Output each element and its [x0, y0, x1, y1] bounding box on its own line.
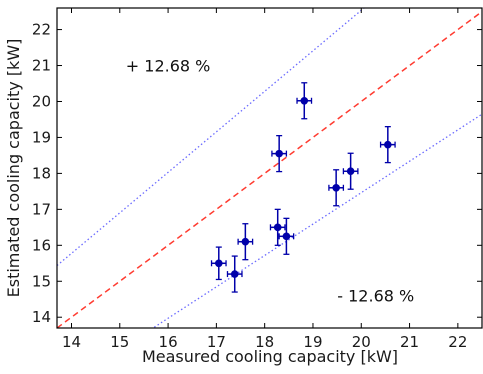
- data-point: [269, 208, 286, 246]
- upper-bound-line: [57, 8, 366, 267]
- y-tick-label: 15: [32, 272, 51, 290]
- y-tick-label: 19: [32, 128, 51, 146]
- x-tick-label: 22: [448, 333, 467, 351]
- x-axis-label: Measured cooling capacity [kW]: [142, 347, 398, 366]
- y-tick-label: 21: [32, 57, 51, 75]
- point-marker: [384, 140, 392, 149]
- upper-bound-annotation: + 12.68 %: [126, 57, 211, 76]
- x-tick-label: 16: [159, 333, 178, 351]
- data-points: [210, 82, 396, 293]
- lower-bound-annotation: - 12.68 %: [337, 287, 414, 306]
- x-tick-label: 15: [110, 333, 129, 351]
- data-point: [328, 169, 345, 207]
- data-point: [237, 223, 254, 261]
- data-point: [278, 217, 295, 255]
- plot-frame: [56, 7, 483, 329]
- data-point: [271, 134, 288, 173]
- reference-lines: [57, 8, 482, 328]
- point-marker: [282, 232, 291, 241]
- point-marker: [346, 167, 355, 176]
- y-tick-label: 20: [32, 92, 51, 110]
- point-marker: [332, 183, 340, 192]
- point-marker: [300, 96, 309, 105]
- lower-bound-line: [151, 113, 482, 328]
- y-axis-label: Estimated cooling capacity [kW]: [4, 39, 23, 298]
- x-tick-label: 18: [255, 333, 274, 351]
- x-tick-label: 20: [352, 333, 371, 351]
- point-marker: [214, 259, 223, 268]
- y-tick-label: 18: [32, 164, 51, 182]
- plot-background: [57, 8, 482, 328]
- point-marker: [241, 237, 250, 246]
- y-tick-label: 14: [32, 308, 51, 326]
- data-point: [210, 246, 227, 281]
- x-tick-label: 21: [400, 333, 419, 351]
- point-marker: [273, 223, 282, 232]
- data-point: [342, 152, 359, 190]
- data-point: [226, 255, 243, 293]
- chart-annotations: + 12.68 % - 12.68 %: [126, 57, 414, 306]
- point-marker: [275, 149, 283, 158]
- y-tick-label: 16: [32, 236, 51, 254]
- x-tick-label: 19: [303, 333, 322, 351]
- axis-ticks: 14 15 16 17 18 19 20 21 22 14 15 16 17 18 19 20 21 22: [32, 8, 482, 351]
- point-marker: [230, 270, 239, 278]
- x-tick-label: 17: [207, 333, 226, 351]
- y-tick-label: 17: [32, 200, 51, 218]
- data-point: [379, 126, 396, 164]
- parity-line: [57, 10, 482, 328]
- x-tick-label: 14: [62, 333, 81, 351]
- data-point: [296, 82, 313, 120]
- y-tick-label: 22: [32, 21, 51, 39]
